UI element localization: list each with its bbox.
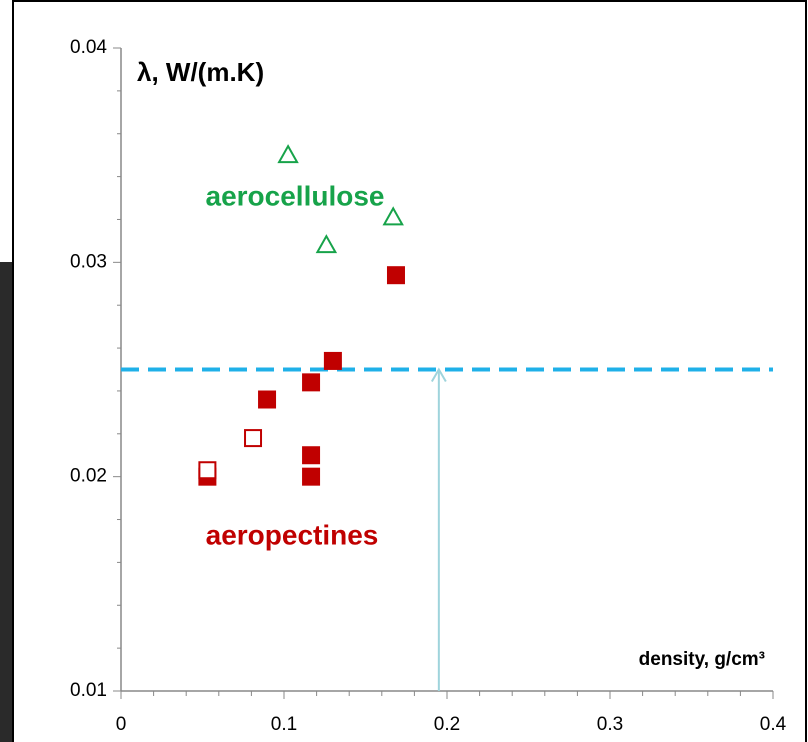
point — [323, 351, 342, 370]
y-axis-label: λ, W/(m.K) — [137, 57, 264, 87]
point — [382, 206, 404, 226]
background-photo — [0, 262, 14, 742]
point — [277, 144, 299, 164]
y-tick-label: 0.03 — [70, 251, 107, 272]
x-tick-label: 0.4 — [760, 714, 787, 735]
point — [258, 390, 277, 409]
x-tick-label: 0.3 — [597, 714, 623, 735]
point — [315, 234, 338, 254]
point — [386, 266, 405, 285]
series-annotation: aeropectines — [206, 519, 379, 550]
x-tick-label: 0.1 — [271, 714, 297, 735]
point — [302, 467, 321, 486]
point — [198, 461, 217, 480]
y-tick-label: 0.01 — [70, 680, 107, 701]
series-annotation: aerocellulose — [206, 180, 385, 211]
x-tick-label: 0.2 — [434, 714, 460, 735]
y-tick-label: 0.02 — [70, 466, 107, 487]
point — [302, 373, 321, 392]
x-axis-label: density, g/cm³ — [639, 649, 765, 670]
point — [244, 429, 263, 448]
x-tick-label: 0 — [116, 714, 127, 735]
y-tick-label: 0.04 — [70, 37, 107, 58]
arrow-head — [430, 367, 447, 383]
point — [302, 446, 321, 465]
